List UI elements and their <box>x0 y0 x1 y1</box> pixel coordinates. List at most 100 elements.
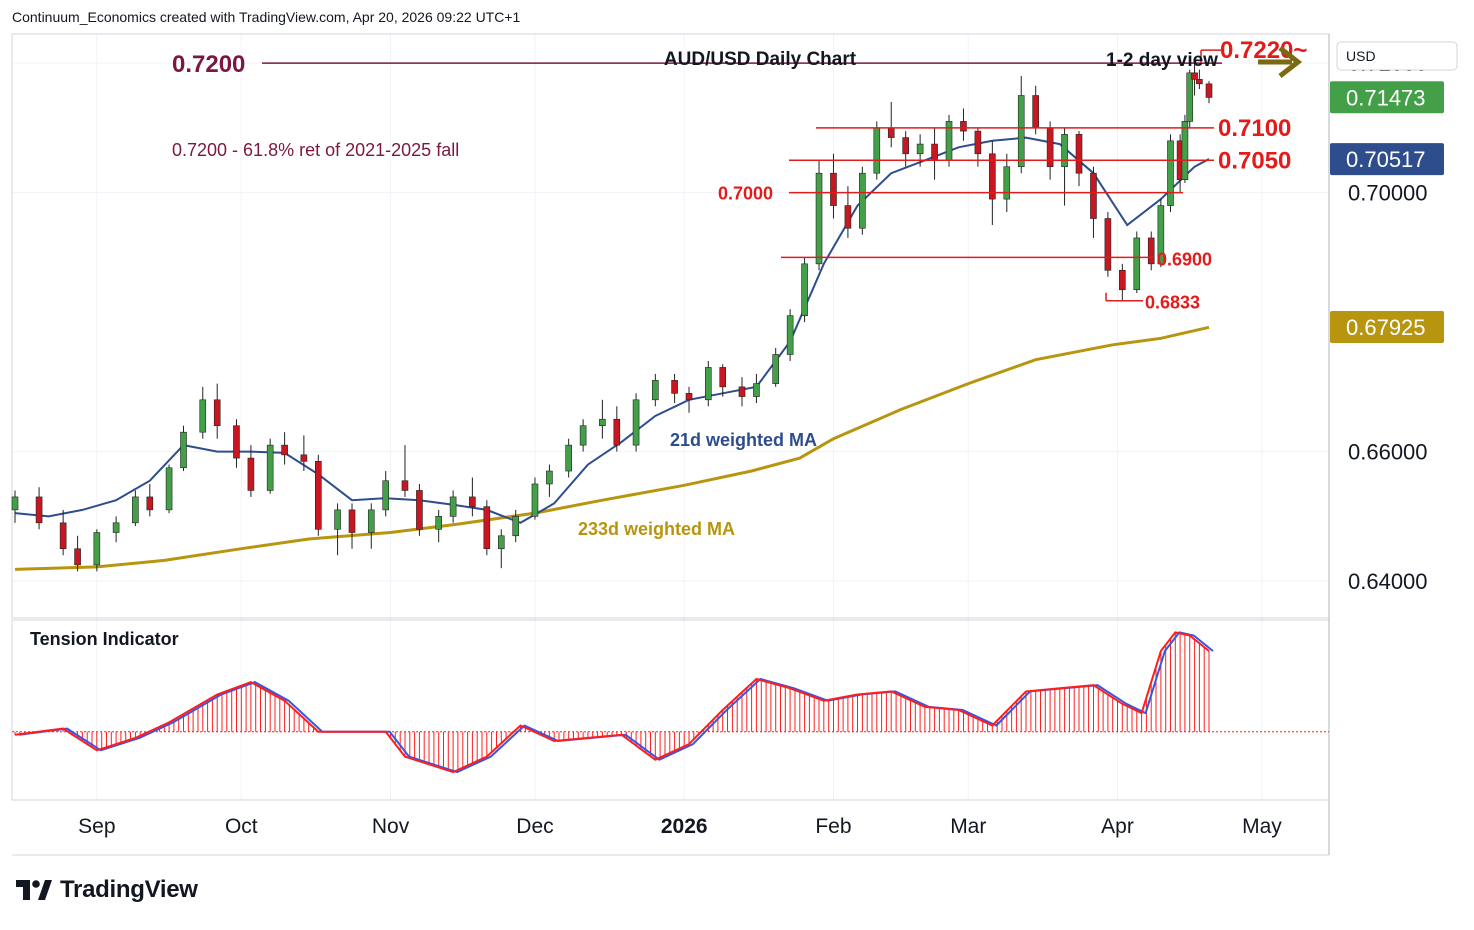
candle-body <box>815 172 823 265</box>
candle-body <box>165 467 173 511</box>
candle-body <box>1133 237 1141 291</box>
ma21-value-badge: 0.70517 <box>1346 147 1426 172</box>
candle-body <box>1205 83 1213 98</box>
candle-body <box>613 418 621 446</box>
candle-body <box>719 367 727 388</box>
x-tick-label: 2026 <box>661 815 708 838</box>
tension-label: Tension Indicator <box>30 629 179 649</box>
level-0-6900-label: 0.6900 <box>1157 249 1212 269</box>
candle-body <box>671 380 678 394</box>
candle-body <box>483 506 491 550</box>
candle-body <box>93 532 101 566</box>
candle-body <box>213 399 221 427</box>
level-0-7100-label: 0.7100 <box>1218 115 1291 142</box>
candle-body <box>599 418 606 427</box>
candle-body <box>1032 95 1039 129</box>
candle-body <box>281 444 288 456</box>
tradingview-brand[interactable]: TradingView <box>16 876 198 904</box>
last-price-badge: 0.71473 <box>1346 85 1426 110</box>
candle-body <box>247 457 255 491</box>
candle-body <box>35 496 43 524</box>
candle-body <box>1167 140 1174 206</box>
candle-body <box>844 205 852 229</box>
x-tick-label: Dec <box>516 815 553 838</box>
candle-body <box>931 143 938 161</box>
candle-body <box>786 315 794 355</box>
candle-body <box>59 522 67 550</box>
candle-body <box>652 380 659 401</box>
candle-body <box>1104 218 1112 271</box>
candle-body <box>435 516 442 530</box>
candle-body <box>916 143 924 155</box>
ma21-value-badge-bg <box>1330 143 1444 176</box>
candle-body <box>74 548 81 566</box>
candle-body <box>685 393 693 401</box>
candle-body <box>497 535 505 550</box>
ma21-line <box>14 136 1210 524</box>
x-tick-label: Apr <box>1101 815 1134 838</box>
currency-label-box <box>1336 41 1458 71</box>
candle-body <box>873 127 881 174</box>
candle-body <box>1090 172 1097 219</box>
candle-body <box>801 263 808 316</box>
candle-body <box>830 172 837 206</box>
candle-body <box>738 386 746 397</box>
candle-body <box>565 444 572 472</box>
candle-body <box>772 354 779 384</box>
candle-body <box>416 490 423 530</box>
candle-body <box>632 399 640 446</box>
candle-body <box>367 509 375 533</box>
ma233-value-badge-bg <box>1330 310 1444 343</box>
candle-body <box>753 383 760 397</box>
right-arrow-icon <box>1258 46 1303 78</box>
x-tick-label: Mar <box>950 815 986 838</box>
tension-line <box>14 631 1210 774</box>
ma21-label: 21d weighted MA <box>670 430 817 450</box>
candle-body <box>266 444 274 491</box>
candle-body <box>859 172 866 229</box>
candle-body <box>334 509 341 530</box>
chart-title: AUD/USD Daily Chart <box>664 49 857 70</box>
x-tick-label: Sep <box>78 815 115 838</box>
view-label: 1-2 day view <box>1106 50 1218 71</box>
candle-body <box>1003 166 1011 200</box>
candle-body <box>546 470 553 485</box>
candle-body <box>902 137 909 155</box>
x-tick-label: Nov <box>372 815 410 838</box>
y-tick-label: 0.64000 <box>1348 569 1428 594</box>
candle-body <box>1181 121 1189 180</box>
candle-body <box>579 425 587 446</box>
candle-body <box>1157 205 1165 265</box>
tradingview-brand-name: TradingView <box>60 876 198 903</box>
candle-body <box>1061 134 1068 168</box>
x-tick-label: Feb <box>815 815 851 838</box>
fib-level-label: 0.7200 <box>172 51 245 78</box>
candle-body <box>512 516 520 537</box>
y-tick-label: 0.70000 <box>1348 181 1428 206</box>
candle-body <box>382 480 390 511</box>
candle-body <box>1017 95 1025 168</box>
candle-body <box>469 496 476 507</box>
candle-body <box>1075 134 1083 174</box>
level-0-7000-label: 0.7000 <box>718 184 773 204</box>
candle-body <box>180 431 187 469</box>
candle-body <box>887 127 895 138</box>
tension-pane-frame <box>11 619 1330 801</box>
candle-body <box>989 153 996 200</box>
candle-body <box>1119 270 1126 291</box>
chart-attribution: Continuum_Economics created with Trading… <box>12 9 521 25</box>
candle-body <box>1147 237 1155 265</box>
y-tick-label: 0.66000 <box>1348 440 1428 465</box>
candle-body <box>401 480 409 491</box>
candle-body <box>11 496 19 511</box>
arrow-head <box>1278 46 1303 78</box>
candle-body <box>1196 79 1203 85</box>
candle-body <box>300 454 308 462</box>
last-price-badge-bg <box>1330 81 1444 114</box>
tension-signal-line <box>18 631 1214 774</box>
currency-label: USD <box>1346 48 1376 64</box>
candle-body <box>449 496 457 517</box>
candle-body <box>531 483 539 517</box>
x-tick-label: Oct <box>225 815 258 838</box>
